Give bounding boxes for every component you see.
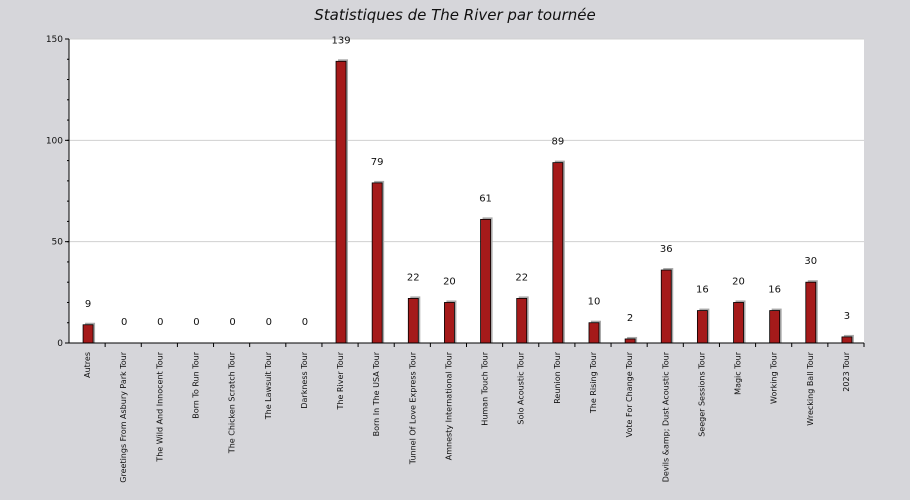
data-label: 2 xyxy=(627,313,633,324)
data-label: 89 xyxy=(551,137,564,148)
category-label: Darkness Tour xyxy=(300,351,309,408)
bar xyxy=(805,281,817,344)
data-label: 9 xyxy=(85,299,91,310)
data-label: 30 xyxy=(804,256,817,267)
data-label: 0 xyxy=(193,317,199,328)
data-label: 20 xyxy=(732,276,745,287)
y-tick-label: 150 xyxy=(46,35,63,45)
category-label: Born To Run Tour xyxy=(191,351,200,418)
data-label: 16 xyxy=(696,285,709,296)
category-label: The Lawsuit Tour xyxy=(264,351,273,420)
bar xyxy=(371,182,383,344)
category-label: Vote For Change Tour xyxy=(625,351,634,437)
axes xyxy=(65,38,865,347)
category-label: Born In The USA Tour xyxy=(372,351,381,436)
category-label: The Chicken Scratch Tour xyxy=(228,351,237,454)
category-label: Greetings From Asbury Park Tour xyxy=(119,351,128,482)
bar xyxy=(552,162,564,344)
category-label: Magic Tour xyxy=(734,351,743,395)
category-label: Seeger Sessions Tour xyxy=(697,351,706,436)
category-label: Devils &amp; Dust Acoustic Tour xyxy=(661,351,670,482)
data-label: 139 xyxy=(331,35,350,46)
category-label: Tunnel Of Love Express Tour xyxy=(408,351,417,465)
data-label: 0 xyxy=(266,317,272,328)
plot-area xyxy=(69,39,864,343)
category-label: Human Touch Tour xyxy=(481,351,490,425)
grid-lines xyxy=(69,38,864,243)
category-label: Wrecking Ball Tour xyxy=(806,351,815,425)
category-label: 2023 Tour xyxy=(842,351,851,391)
data-label: 0 xyxy=(157,317,163,328)
bar xyxy=(444,302,455,344)
chart-title: Statistiques de The River par tournée xyxy=(314,6,596,24)
bar xyxy=(841,336,853,344)
bar xyxy=(407,298,419,344)
data-label: 0 xyxy=(121,317,127,328)
data-label: 0 xyxy=(229,317,235,328)
bar xyxy=(733,302,744,344)
category-label: Working Tour xyxy=(770,351,779,404)
category-label: Solo Acoustic Tour xyxy=(517,351,526,424)
data-label: 10 xyxy=(588,297,601,308)
category-label: The River Tour xyxy=(336,351,345,410)
category-label: Autres xyxy=(83,352,92,378)
category-label: Amnesty International Tour xyxy=(444,351,453,460)
category-label: Reunion Tour xyxy=(553,351,562,403)
bar xyxy=(516,298,528,344)
bar xyxy=(769,310,781,344)
bar xyxy=(335,60,347,344)
data-label: 79 xyxy=(371,157,384,168)
data-label: 22 xyxy=(407,272,420,283)
data-label: 0 xyxy=(302,317,308,328)
bar xyxy=(588,322,600,344)
data-label: 16 xyxy=(768,285,781,296)
y-tick-label: 100 xyxy=(46,136,63,146)
bar xyxy=(82,324,94,344)
bar xyxy=(480,218,491,344)
bar xyxy=(660,269,672,344)
data-label: 36 xyxy=(660,244,673,255)
data-label: 61 xyxy=(479,193,492,204)
y-tick-label: 0 xyxy=(57,339,63,349)
data-label: 22 xyxy=(515,272,528,283)
category-label: The Rising Tour xyxy=(589,351,598,414)
bar xyxy=(624,338,636,344)
y-tick-label: 50 xyxy=(52,238,64,248)
data-label: 20 xyxy=(443,276,456,287)
bar xyxy=(696,310,708,344)
data-label: 3 xyxy=(844,311,850,322)
category-label: The Wild And Innocent Tour xyxy=(155,351,164,462)
